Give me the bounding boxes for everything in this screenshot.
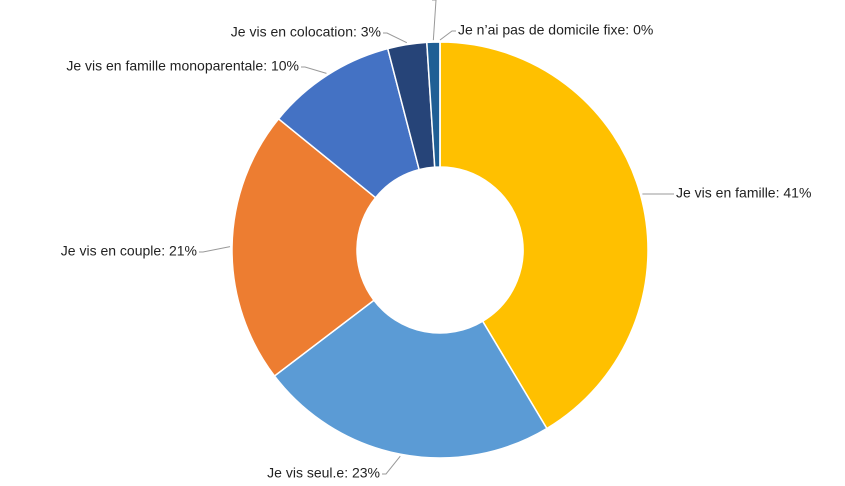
slice-label: Je vis en colocation: 3%: [231, 24, 381, 40]
leader-line: [432, 0, 437, 41]
slice-label: Je vis en couple: 21%: [61, 243, 197, 259]
donut-slice: [439, 41, 649, 430]
slice-label: Je n’ai pas de domicile fixe: 0%: [458, 22, 653, 38]
leader-line: [383, 32, 408, 44]
leader-line: [199, 246, 231, 253]
slice-label: Je vis en famille: 41%: [676, 185, 811, 201]
leader-line: [382, 455, 401, 475]
leader-line: [439, 30, 456, 41]
donut-slice: [273, 299, 548, 459]
slice-label: Je vis en famille monoparentale: 10%: [66, 58, 299, 74]
leader-line: [301, 66, 327, 74]
slice-label: Je vis seul.e: 23%: [267, 465, 380, 481]
donut-slice: [231, 117, 377, 378]
